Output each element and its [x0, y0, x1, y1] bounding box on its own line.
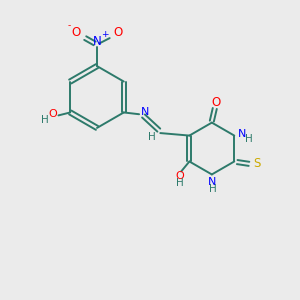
- Text: -: -: [67, 21, 70, 30]
- Text: S: S: [253, 157, 261, 170]
- Text: +: +: [101, 30, 109, 39]
- Text: N: N: [93, 35, 101, 48]
- Text: O: O: [212, 95, 221, 109]
- Text: O: O: [72, 26, 81, 39]
- Text: O: O: [113, 26, 122, 39]
- Text: H: H: [244, 134, 252, 143]
- Text: O: O: [176, 171, 184, 181]
- Text: O: O: [48, 109, 57, 119]
- Text: N: N: [141, 107, 149, 118]
- Text: N: N: [237, 129, 246, 139]
- Text: H: H: [148, 132, 156, 142]
- Text: N: N: [208, 177, 217, 187]
- Text: H: H: [176, 178, 184, 188]
- Text: H: H: [208, 184, 216, 194]
- Text: H: H: [41, 115, 49, 125]
